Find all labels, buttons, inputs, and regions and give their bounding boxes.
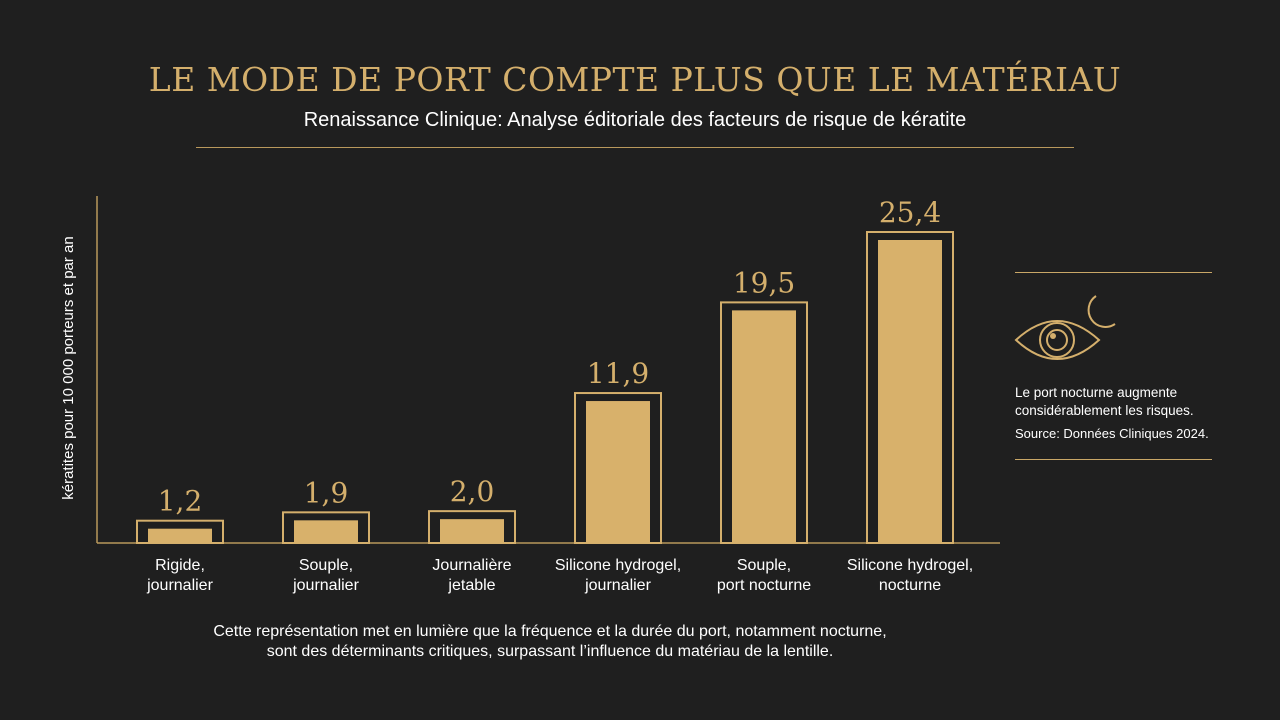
x-tick-label: Journalière <box>432 557 511 574</box>
data-label: 25,4 <box>879 196 941 229</box>
side-panel-top-rule <box>1015 272 1212 273</box>
x-tick-label: Silicone hydrogel, <box>555 557 681 574</box>
bar-chart: kératites pour 10 000 porteurs et par an… <box>60 196 1000 594</box>
chart-subtitle: Renaissance Clinique: Analyse éditoriale… <box>303 109 967 131</box>
chart-caption: Cette représentation met en lumière que … <box>100 622 1000 662</box>
data-label: 19,5 <box>733 266 795 299</box>
x-tick-label: Souple, <box>737 557 791 574</box>
bar <box>440 519 504 543</box>
caption-line-2: sont des déterminants critiques, surpass… <box>266 643 834 660</box>
x-tick-label: journalier <box>146 577 213 594</box>
x-tick-label: journalier <box>292 577 359 594</box>
y-axis-label: kératites pour 10 000 porteurs et par an <box>60 236 77 500</box>
data-label: 1,2 <box>158 485 203 518</box>
eye-moon-icon <box>1014 295 1116 360</box>
bar <box>878 240 942 543</box>
x-tick-label: port nocturne <box>717 577 811 594</box>
x-tick-label: Silicone hydrogel, <box>847 557 973 574</box>
bar <box>586 401 650 543</box>
data-label: 11,9 <box>587 357 649 390</box>
side-panel-source: Source: Données Cliniques 2024. <box>1015 426 1209 441</box>
title-divider <box>196 147 1074 148</box>
bar <box>294 520 358 543</box>
chart-title: LE MODE DE PORT COMPTE PLUS QUE LE MATÉR… <box>148 60 1122 99</box>
data-label: 1,9 <box>304 476 349 509</box>
x-tick-label: nocturne <box>879 577 941 594</box>
side-panel-note: Le port nocturne augmente considérableme… <box>1015 385 1194 418</box>
x-tick-label: jetable <box>447 577 495 594</box>
x-tick-label: Rigide, <box>155 557 205 574</box>
x-tick-label: Souple, <box>299 557 353 574</box>
x-tick-label: journalier <box>584 577 651 594</box>
data-label: 2,0 <box>450 475 495 508</box>
bar <box>732 310 796 543</box>
bar <box>148 528 212 543</box>
side-panel-bottom-rule <box>1015 459 1212 460</box>
caption-line-1: Cette représentation met en lumière que … <box>213 623 887 640</box>
